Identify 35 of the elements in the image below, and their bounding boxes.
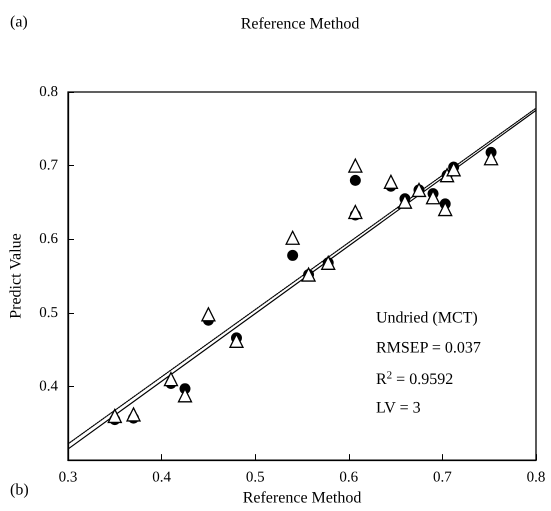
point <box>446 162 461 176</box>
point <box>126 407 141 422</box>
x-tick-label: 0.7 <box>433 470 452 486</box>
x-axis-title: Reference Method <box>242 490 362 506</box>
annotation: RMSEP = 0.037 <box>376 340 481 356</box>
y-tick-label: 0.5 <box>39 304 58 321</box>
point <box>426 190 440 204</box>
x-tick-label: 0.4 <box>152 470 172 486</box>
annotation: Undried (MCT) <box>376 310 478 326</box>
y-tick-label: 0.8 <box>39 84 58 100</box>
point <box>350 174 361 186</box>
point <box>178 388 192 402</box>
point <box>229 334 244 348</box>
point <box>164 372 178 386</box>
x-tick-label: 0.5 <box>246 470 265 486</box>
x-tick-label: 0.6 <box>339 470 359 486</box>
point <box>285 230 300 245</box>
text: (b) <box>10 482 29 498</box>
point <box>201 307 216 322</box>
y-tick-label: 0.4 <box>39 378 58 394</box>
x-tick-label: 0.3 <box>58 470 78 486</box>
point <box>348 158 362 173</box>
x-tick-label: 0.8 <box>526 470 546 486</box>
point <box>348 204 362 220</box>
annotation: LV = 3 <box>376 400 421 416</box>
point <box>108 408 122 424</box>
y-axis-title: Predict Value <box>8 233 24 319</box>
point <box>398 194 412 209</box>
text: (a) <box>10 14 28 30</box>
text: Reference Method <box>240 16 360 32</box>
y-tick-label: 0.6 <box>39 231 58 248</box>
point <box>384 174 398 189</box>
y-tick-label: 0.7 <box>39 158 58 174</box>
point <box>484 151 498 166</box>
point <box>287 250 298 261</box>
